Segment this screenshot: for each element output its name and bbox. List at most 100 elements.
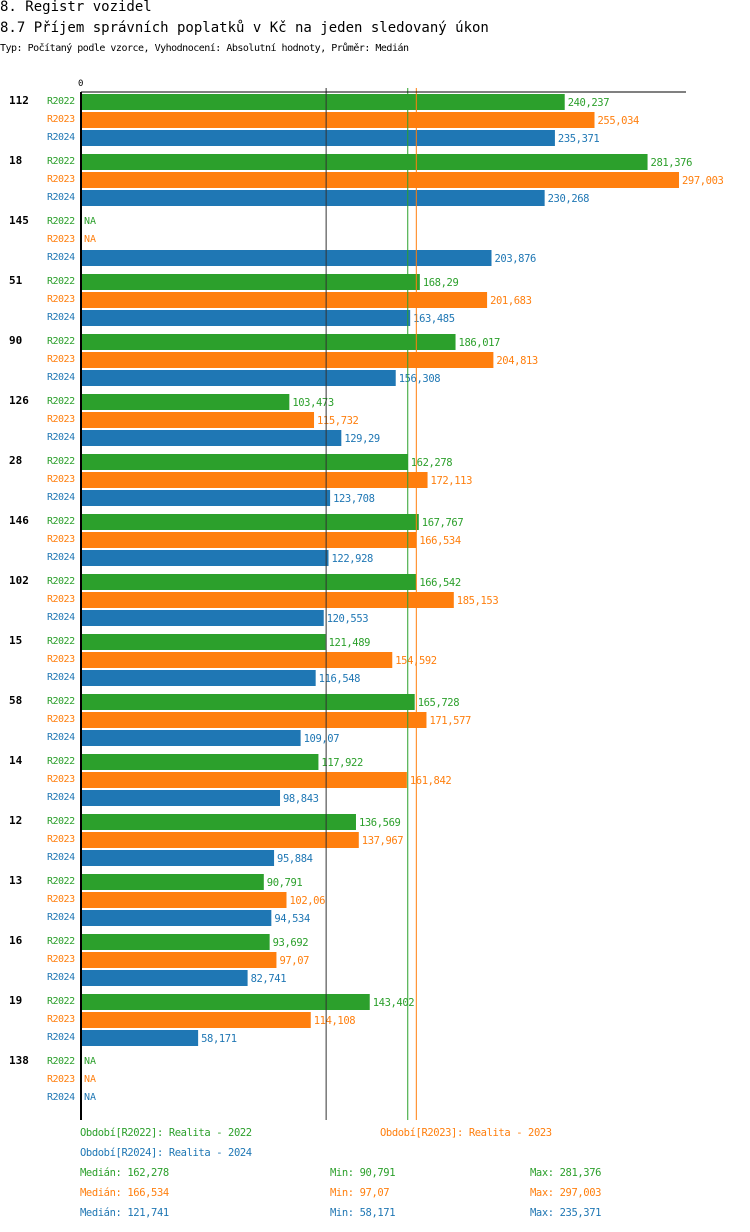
data-label: 98,843 (283, 793, 319, 805)
series-label: R2024 (47, 492, 75, 503)
data-label: 230,268 (548, 193, 590, 205)
category-label: 12 (9, 814, 22, 827)
data-label: 162,278 (411, 457, 453, 469)
series-label: R2024 (47, 432, 75, 443)
series-label: R2022 (47, 276, 75, 287)
bar (81, 592, 454, 608)
series-label: R2024 (47, 612, 75, 623)
series-label: R2022 (47, 516, 75, 527)
bar (81, 472, 428, 488)
data-label: 203,876 (495, 253, 537, 265)
legend-period-r2024: Období[R2024]: Realita - 2024 (80, 1147, 252, 1159)
legend-median-r2022: Medián: 162,278 (80, 1167, 169, 1179)
series-label: R2023 (47, 894, 75, 905)
category-label: 14 (9, 754, 23, 767)
data-label: 102,06 (289, 895, 325, 907)
series-label: R2024 (47, 732, 75, 743)
data-label: 93,692 (273, 937, 309, 949)
series-label: R2022 (47, 456, 75, 467)
data-label: 281,376 (651, 157, 693, 169)
data-label: 82,741 (251, 973, 287, 985)
series-label: R2023 (47, 114, 75, 125)
series-label: R2024 (47, 852, 75, 863)
bar (81, 454, 408, 470)
series-label: R2023 (47, 414, 75, 425)
bar (81, 892, 287, 908)
bar (81, 1030, 199, 1046)
category-label: 138 (9, 1054, 29, 1067)
series-label: R2024 (47, 192, 75, 203)
series-label: R2023 (47, 354, 75, 365)
bar (81, 790, 281, 806)
bar (81, 874, 264, 890)
series-label: R2023 (47, 474, 75, 485)
data-label: 163,485 (413, 313, 455, 325)
data-label: 97,07 (279, 955, 309, 967)
bar (81, 670, 316, 686)
data-label: 168,29 (423, 277, 459, 289)
data-label: 167,767 (422, 517, 464, 529)
series-label: R2023 (47, 534, 75, 545)
section-title: 8. Registr vozidel (0, 0, 152, 15)
bar (81, 574, 417, 590)
data-label: 94,534 (274, 913, 310, 925)
bar (81, 352, 494, 368)
legend-min-r2024: Min: 58,171 (330, 1207, 396, 1219)
category-label: 126 (9, 394, 29, 407)
bar (81, 130, 555, 146)
legend-max-r2024: Max: 235,371 (530, 1207, 602, 1219)
bar (81, 712, 427, 728)
bar (81, 814, 356, 830)
data-label: 122,928 (332, 553, 374, 565)
series-label: R2022 (47, 216, 75, 227)
data-label: 109,07 (304, 733, 340, 745)
data-label: 90,791 (267, 877, 303, 889)
series-label: R2022 (47, 696, 75, 707)
bar (81, 772, 407, 788)
chart-title: 8.7 Příjem správních poplatků v Kč na je… (0, 20, 489, 36)
data-label: 121,489 (329, 637, 371, 649)
data-label: 95,884 (277, 853, 313, 865)
bar (81, 934, 270, 950)
category-label: 146 (9, 514, 29, 527)
series-label: R2024 (47, 792, 75, 803)
bar (81, 370, 396, 386)
legend-median-r2024: Medián: 121,741 (80, 1207, 169, 1219)
series-label: R2023 (47, 234, 75, 245)
data-label: 116,548 (319, 673, 361, 685)
bar (81, 532, 417, 548)
bar (81, 1012, 311, 1028)
series-label: R2023 (47, 294, 75, 305)
legend-max-r2022: Max: 281,376 (530, 1167, 602, 1179)
chart-subtitle: Typ: Počítaný podle vzorce, Vyhodnocení:… (0, 43, 409, 54)
bar (81, 970, 248, 986)
bar (81, 430, 342, 446)
data-label: 143,402 (373, 997, 415, 1009)
x-tick-label: 0 (78, 79, 83, 89)
series-label: R2023 (47, 654, 75, 665)
category-label: 13 (9, 874, 22, 887)
legend-median-r2023: Medián: 166,534 (80, 1187, 169, 1199)
legend-period-r2022: Období[R2022]: Realita - 2022 (80, 1127, 252, 1139)
data-label: 240,237 (568, 97, 610, 109)
category-label: 19 (9, 994, 22, 1007)
data-label: 171,577 (429, 715, 471, 727)
category-label: 145 (9, 214, 29, 227)
bar (81, 610, 324, 626)
series-label: R2023 (47, 834, 75, 845)
category-label: 28 (9, 454, 22, 467)
data-label: 186,017 (459, 337, 501, 349)
bar (81, 514, 419, 530)
series-label: R2023 (47, 1014, 75, 1025)
category-label: 18 (9, 154, 22, 167)
bar (81, 850, 275, 866)
bar-chart: 112 R2022 240,237 R2023 255,034 R2024 235,371 1… (9, 79, 724, 1120)
data-label: 297,003 (682, 175, 724, 187)
category-label: 51 (9, 274, 23, 287)
series-label: R2023 (47, 594, 75, 605)
series-label: R2022 (47, 876, 75, 887)
bar (81, 952, 277, 968)
data-label: 172,113 (431, 475, 473, 487)
bar (81, 334, 456, 350)
bar (81, 154, 648, 170)
